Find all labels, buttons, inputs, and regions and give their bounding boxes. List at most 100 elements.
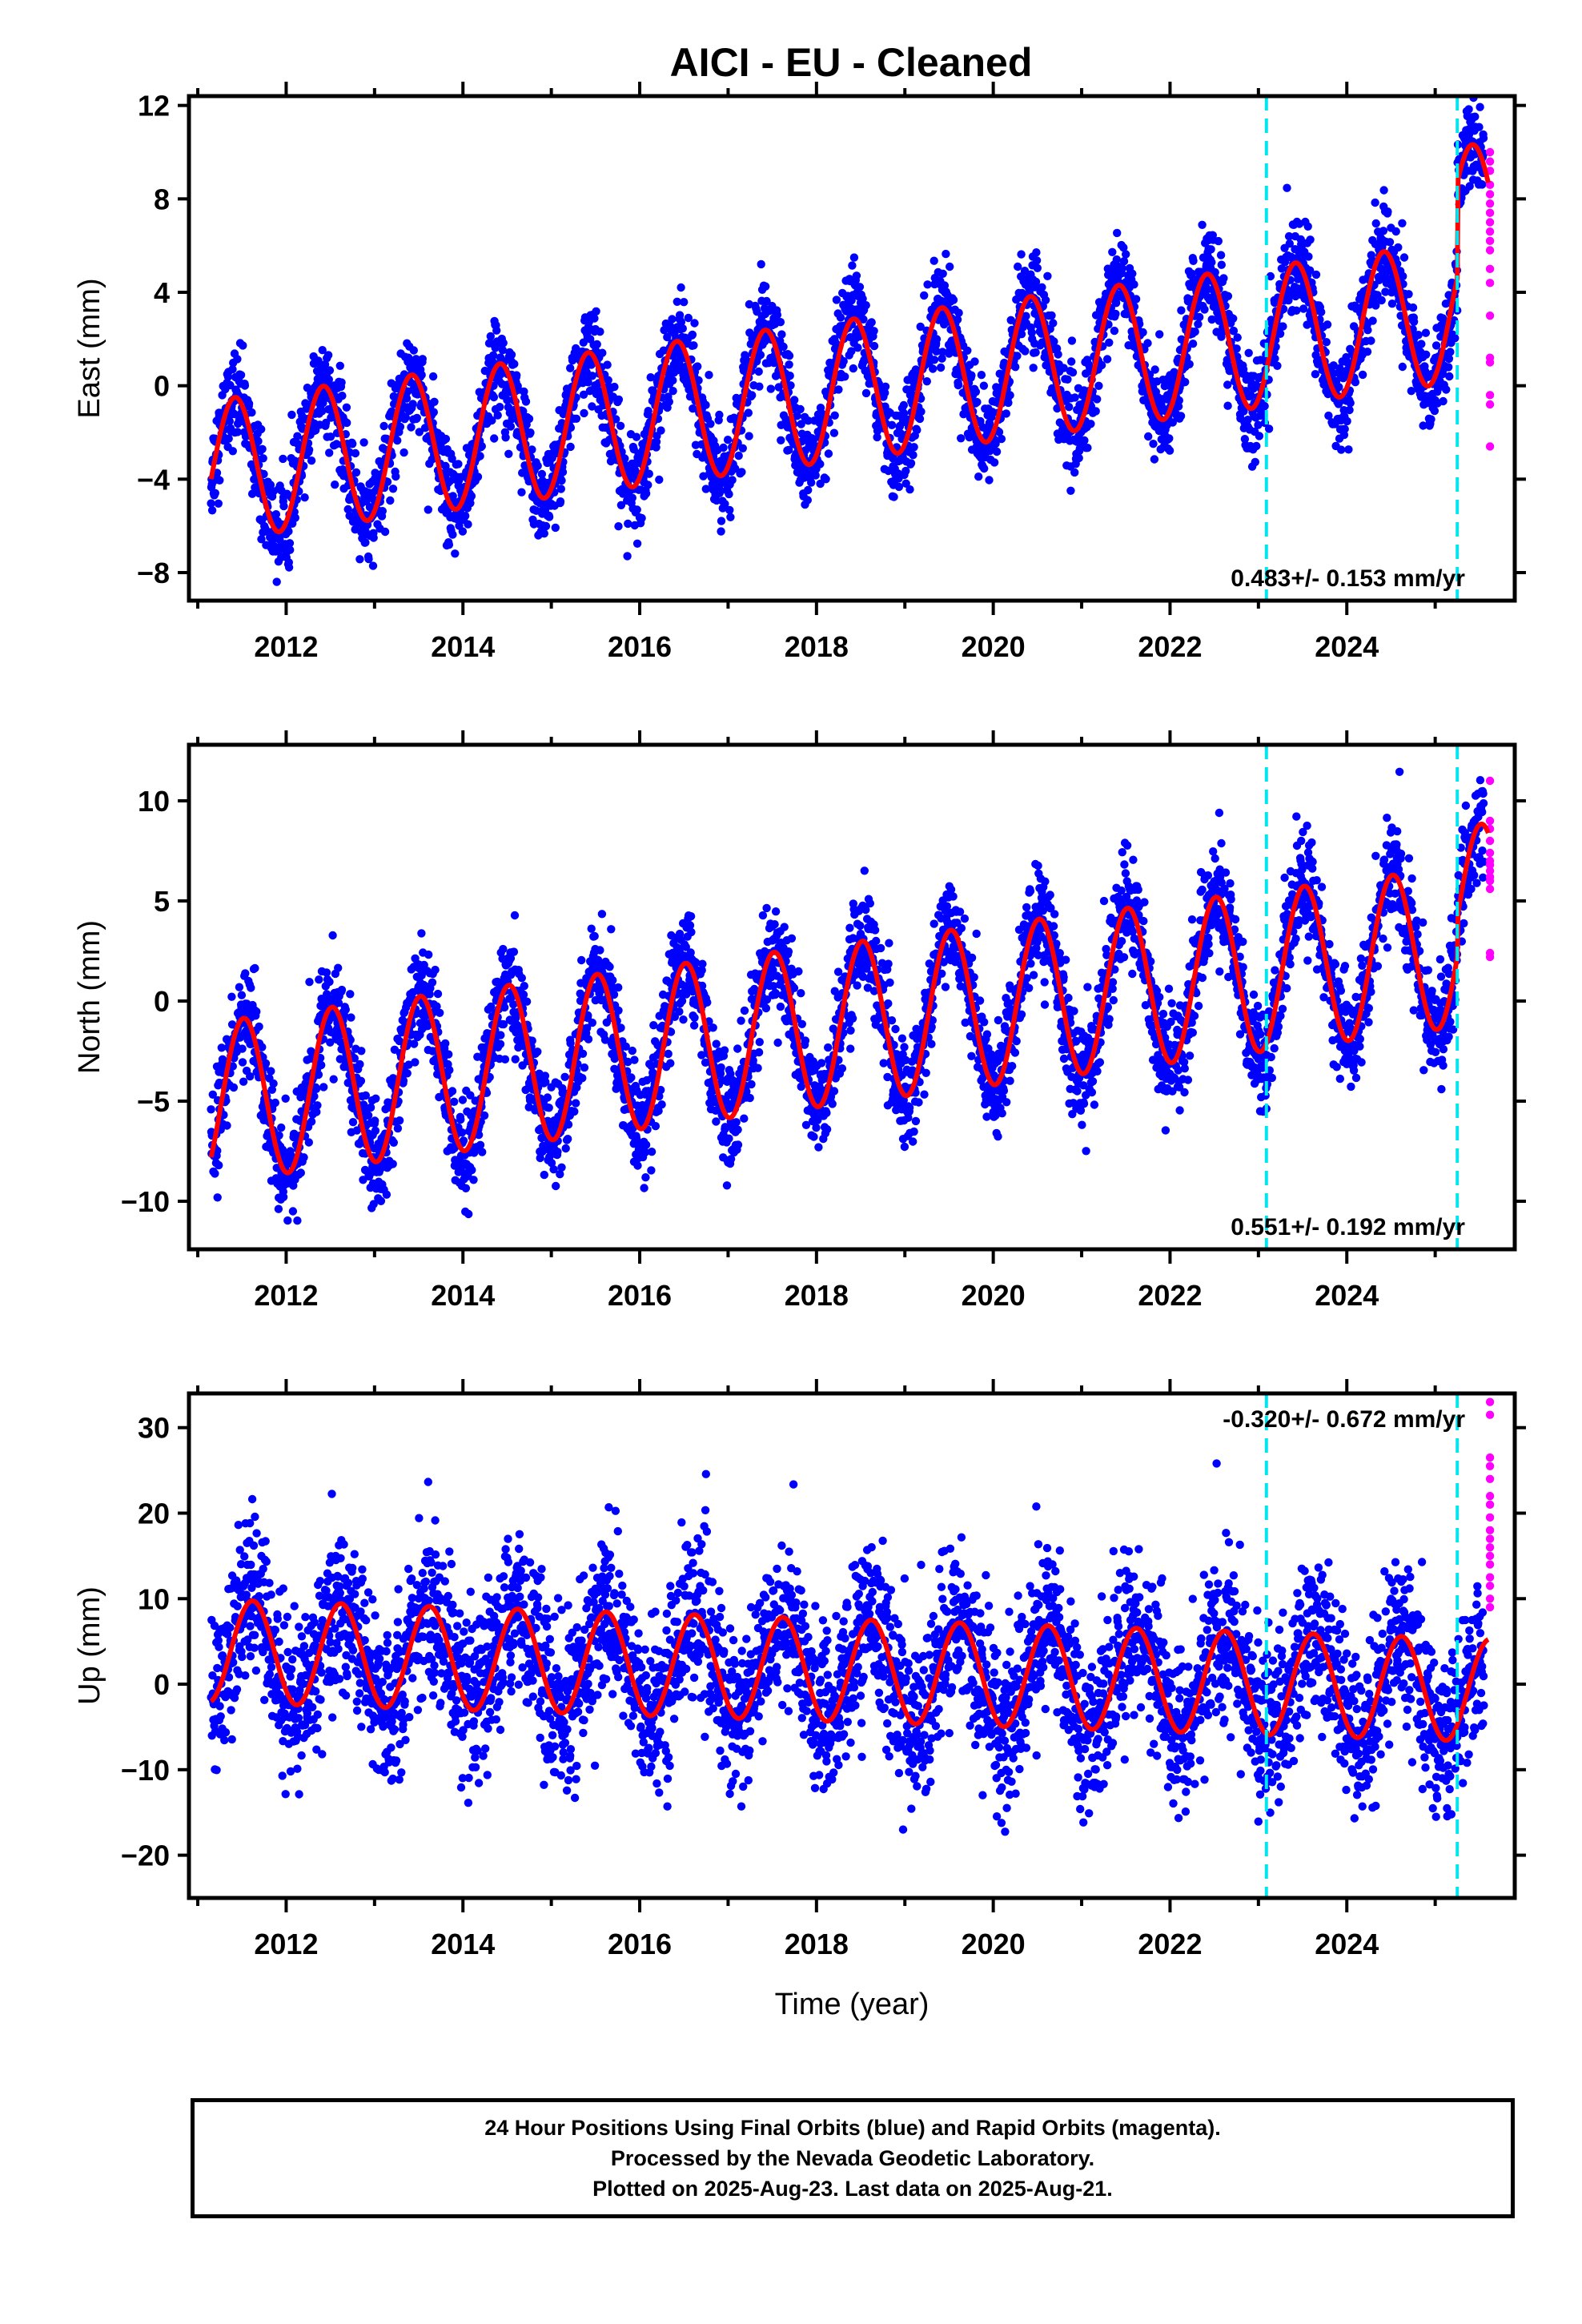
final-orbit-point (1299, 304, 1308, 313)
final-orbit-point (1344, 445, 1353, 454)
final-orbit-point (580, 408, 588, 418)
final-orbit-point (368, 561, 378, 570)
final-orbit-point (326, 432, 335, 441)
final-orbit-point (748, 391, 757, 400)
final-orbit-point (1043, 271, 1052, 280)
final-orbit-point (665, 397, 673, 406)
final-orbit-point (441, 461, 450, 471)
final-orbit-point (409, 346, 418, 355)
final-orbit-point (909, 443, 918, 452)
final-orbit-point (1478, 180, 1487, 189)
final-orbit-point (689, 341, 698, 350)
final-orbit-point (859, 315, 868, 324)
final-orbit-point (954, 380, 963, 389)
final-orbit-point (395, 1116, 404, 1125)
final-orbit-point (458, 1096, 468, 1104)
final-orbit-point (520, 387, 528, 396)
final-orbit-point (588, 372, 596, 380)
final-orbit-point (291, 513, 299, 522)
final-orbit-point (841, 372, 849, 381)
final-orbit-point (480, 1111, 489, 1120)
final-orbit-point (1200, 305, 1209, 314)
final-orbit-point (528, 445, 536, 454)
final-orbit-point (612, 415, 620, 424)
final-orbit-point (503, 396, 512, 404)
final-orbit-point (444, 1050, 453, 1059)
final-orbit-point (954, 308, 963, 317)
final-orbit-point (541, 521, 551, 531)
final-orbit-point (337, 378, 346, 387)
final-orbit-point (1165, 434, 1174, 443)
final-orbit-point (1431, 341, 1441, 350)
final-orbit-point (512, 371, 521, 380)
final-orbit-point (526, 428, 535, 437)
final-orbit-point (287, 410, 296, 420)
rapid-orbit-point (1485, 218, 1495, 227)
final-orbit-point (348, 440, 357, 448)
final-orbit-point (1464, 75, 1472, 83)
final-orbit-point (1094, 381, 1103, 390)
final-orbit-point (279, 501, 288, 511)
final-orbit-point (363, 521, 372, 529)
final-orbit-point (1345, 405, 1354, 415)
final-orbit-point (540, 529, 548, 538)
final-orbit-point (715, 410, 724, 420)
final-orbit-point (1377, 296, 1386, 305)
final-orbit-point (803, 496, 812, 505)
final-orbit-point (1181, 377, 1190, 387)
final-orbit-point (881, 388, 889, 397)
final-orbit-point (1266, 271, 1275, 281)
final-orbit-point (873, 426, 882, 436)
final-orbit-point (785, 360, 793, 369)
final-orbit-point (699, 472, 708, 480)
final-orbit-point (311, 1084, 321, 1094)
final-orbit-point (293, 1216, 302, 1225)
final-orbit-point (1335, 383, 1343, 392)
final-orbit-point (1054, 350, 1062, 359)
final-orbit-point (932, 335, 942, 344)
final-orbit-point (448, 530, 457, 539)
final-orbit-point (905, 485, 914, 494)
final-orbit-point (229, 1083, 239, 1092)
final-orbit-point (719, 443, 728, 452)
final-orbit-point (415, 428, 424, 436)
final-orbit-point (1130, 280, 1138, 289)
final-orbit-point (1383, 207, 1392, 216)
final-orbit-point (973, 397, 982, 407)
final-orbit-point (486, 332, 495, 341)
final-orbit-point (899, 400, 909, 410)
final-orbit-point (1471, 112, 1480, 121)
final-orbit-point (493, 411, 502, 420)
final-orbit-point (976, 416, 985, 426)
final-orbit-point (519, 407, 528, 416)
final-orbit-point (307, 456, 316, 465)
final-orbit-point (304, 445, 314, 454)
y-axis-label: East (mm) (73, 278, 106, 418)
final-orbit-point (776, 318, 785, 327)
final-orbit-point (1271, 354, 1279, 363)
x-tick-label: 2012 (254, 630, 318, 663)
final-orbit-point (1223, 401, 1232, 410)
final-orbit-point (1323, 320, 1332, 329)
final-orbit-point (319, 1083, 328, 1092)
final-orbit-point (489, 392, 499, 402)
final-orbit-point (1446, 348, 1455, 356)
final-orbit-point (1363, 326, 1372, 335)
final-orbit-point (1122, 250, 1130, 259)
final-orbit-point (922, 377, 932, 386)
final-orbit-point (1022, 312, 1030, 320)
final-orbit-point (867, 318, 876, 327)
final-orbit-point (773, 311, 782, 320)
final-orbit-point (946, 262, 954, 271)
final-orbit-point (235, 983, 244, 991)
final-orbit-point (348, 1118, 358, 1127)
final-orbit-point (476, 452, 484, 460)
final-orbit-point (492, 326, 501, 335)
final-orbit-point (1027, 328, 1037, 337)
final-orbit-point (496, 1039, 505, 1049)
final-orbit-point (677, 318, 686, 327)
final-orbit-point (1244, 348, 1253, 357)
final-orbit-point (346, 990, 355, 999)
final-orbit-point (705, 371, 713, 380)
final-orbit-point (366, 1103, 375, 1112)
